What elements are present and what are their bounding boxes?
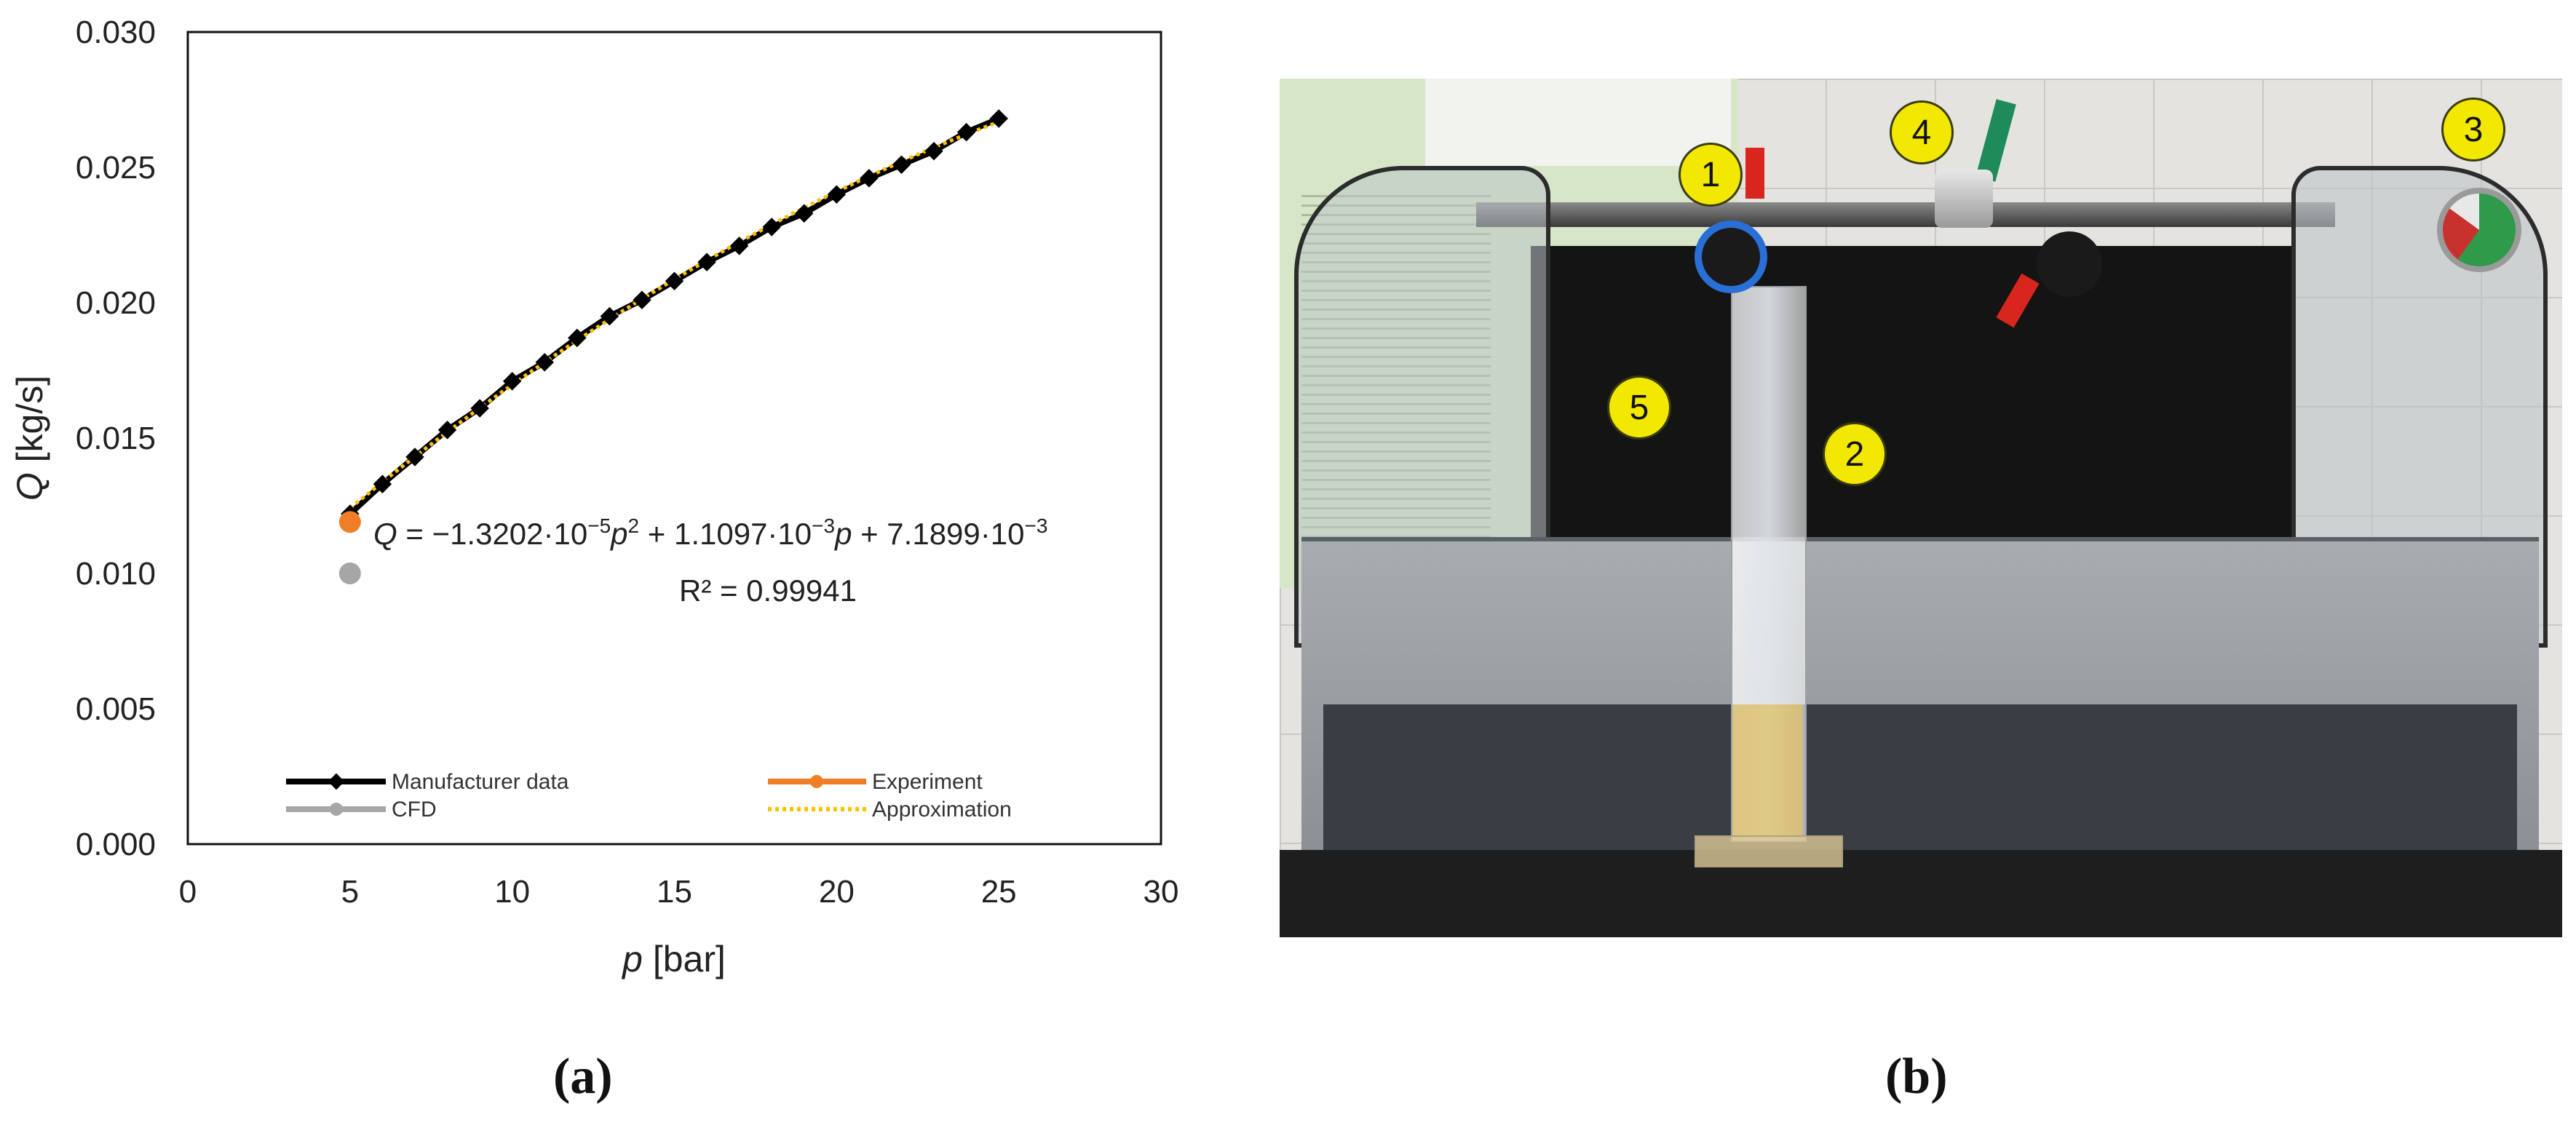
test-bench-photo: 1 2 3 4 5	[1280, 79, 2562, 937]
x-tick-label: 25	[981, 874, 1017, 910]
x-tick-labels: 0 5 10 15 20 25 30	[179, 874, 1179, 910]
equation-annotation: Q = −1.3202·10−5p2 + 1.1097·10−3p + 7.18…	[373, 514, 1047, 551]
cylinder-foot	[1695, 835, 1843, 867]
manufacturer-point	[600, 306, 619, 326]
x-tick-label: 10	[494, 874, 530, 910]
x-tick-label: 30	[1144, 874, 1179, 910]
x-tick-label: 5	[341, 874, 359, 910]
y-tick-label: 0.025	[76, 150, 156, 186]
y-tick-label: 0.000	[76, 827, 156, 862]
y-axis-symbol: Q	[9, 472, 50, 501]
manufacturer-point	[665, 271, 684, 290]
eq-part3: + 7.1899·10	[852, 517, 1024, 551]
photo-marker-4: 4	[1890, 100, 1954, 164]
manufacturer-point	[405, 448, 424, 466]
legend-marker-experiment	[810, 775, 823, 788]
y-axis-title: Q [kg/s]	[9, 375, 50, 501]
manufacturer-point	[437, 421, 457, 440]
nozzle-body-1	[1695, 220, 1767, 293]
y-tick-labels: 0.000 0.005 0.010 0.015 0.020 0.025 0.030	[76, 15, 156, 862]
y-tick-label: 0.015	[76, 421, 156, 456]
nozzle-cap-red-1	[1745, 148, 1764, 199]
photo-marker-2: 2	[1823, 422, 1887, 486]
legend: Manufacturer data CFD Experiment Approxi…	[286, 770, 1012, 822]
manufacturer-point	[568, 328, 587, 348]
manufacturer-point	[697, 253, 716, 271]
eq-part2: + 1.1097·10	[639, 517, 812, 551]
tank-floor	[1323, 704, 2517, 850]
x-tick-label: 15	[657, 874, 692, 910]
manufacturer-point	[502, 372, 522, 391]
cylinder-liquid	[1732, 704, 1802, 839]
x-axis-symbol: p	[621, 939, 643, 979]
eq-exp1: −5	[587, 514, 611, 537]
photo-marker-5: 5	[1607, 375, 1671, 440]
y-axis-unit: [kg/s]	[9, 375, 50, 472]
manufacturer-point	[535, 353, 554, 372]
eq-part1: = −1.3202·10	[397, 517, 588, 551]
eq-exp3: −3	[1024, 514, 1047, 537]
experiment-point	[338, 511, 361, 533]
y-tick-label: 0.005	[76, 691, 156, 727]
series-layer	[338, 109, 1008, 584]
cfd-point	[338, 562, 361, 584]
manufacturer-point	[729, 236, 749, 255]
boom-rail	[1476, 202, 2335, 227]
pressure-gauge	[2437, 188, 2521, 272]
eq-sq: 2	[628, 514, 640, 537]
r-squared-annotation: R² = 0.99941	[679, 573, 857, 608]
manufacturer-point	[470, 399, 489, 418]
x-tick-label: 0	[179, 874, 197, 910]
plot-area	[186, 31, 1162, 846]
manufacturer-point	[373, 474, 392, 493]
nozzle-silver	[1935, 170, 1993, 228]
legend-label-manufacturer: Manufacturer data	[392, 770, 569, 794]
legend-label-approximation: Approximation	[872, 798, 1012, 822]
chart-a: 0 5 10 15 20 25 30 0.0000.0050.0100.0150.0200.…	[9, 15, 1179, 979]
eq-p2: p	[833, 517, 852, 551]
y-tick-label: 0.020	[76, 285, 156, 321]
nozzle-body-4	[2037, 231, 2102, 297]
eq-exp2: −3	[812, 514, 835, 537]
legend-marker-cfd	[330, 803, 343, 816]
x-tick-label: 20	[819, 874, 855, 910]
poster-paper	[1425, 79, 1731, 166]
eq-p1: p	[609, 517, 627, 551]
photo-marker-3: 3	[2441, 98, 2505, 162]
legend-label-cfd: CFD	[392, 798, 437, 822]
eq-q: Q	[373, 517, 397, 551]
manufacturer-point	[633, 290, 651, 310]
panel-label-a: (a)	[553, 1049, 613, 1105]
panel-label-b: (b)	[1885, 1049, 1948, 1105]
y-tick-label: 0.030	[76, 15, 156, 50]
x-axis-title: p [bar]	[621, 939, 726, 979]
y-tick-label: 0.010	[76, 556, 156, 592]
legend-marker-manufacturer	[328, 773, 345, 790]
x-axis-unit: [bar]	[643, 939, 726, 979]
legend-label-experiment: Experiment	[872, 770, 983, 794]
photo-marker-1: 1	[1679, 143, 1743, 207]
approximation-line	[349, 120, 1000, 510]
tank-base	[1280, 850, 2562, 937]
